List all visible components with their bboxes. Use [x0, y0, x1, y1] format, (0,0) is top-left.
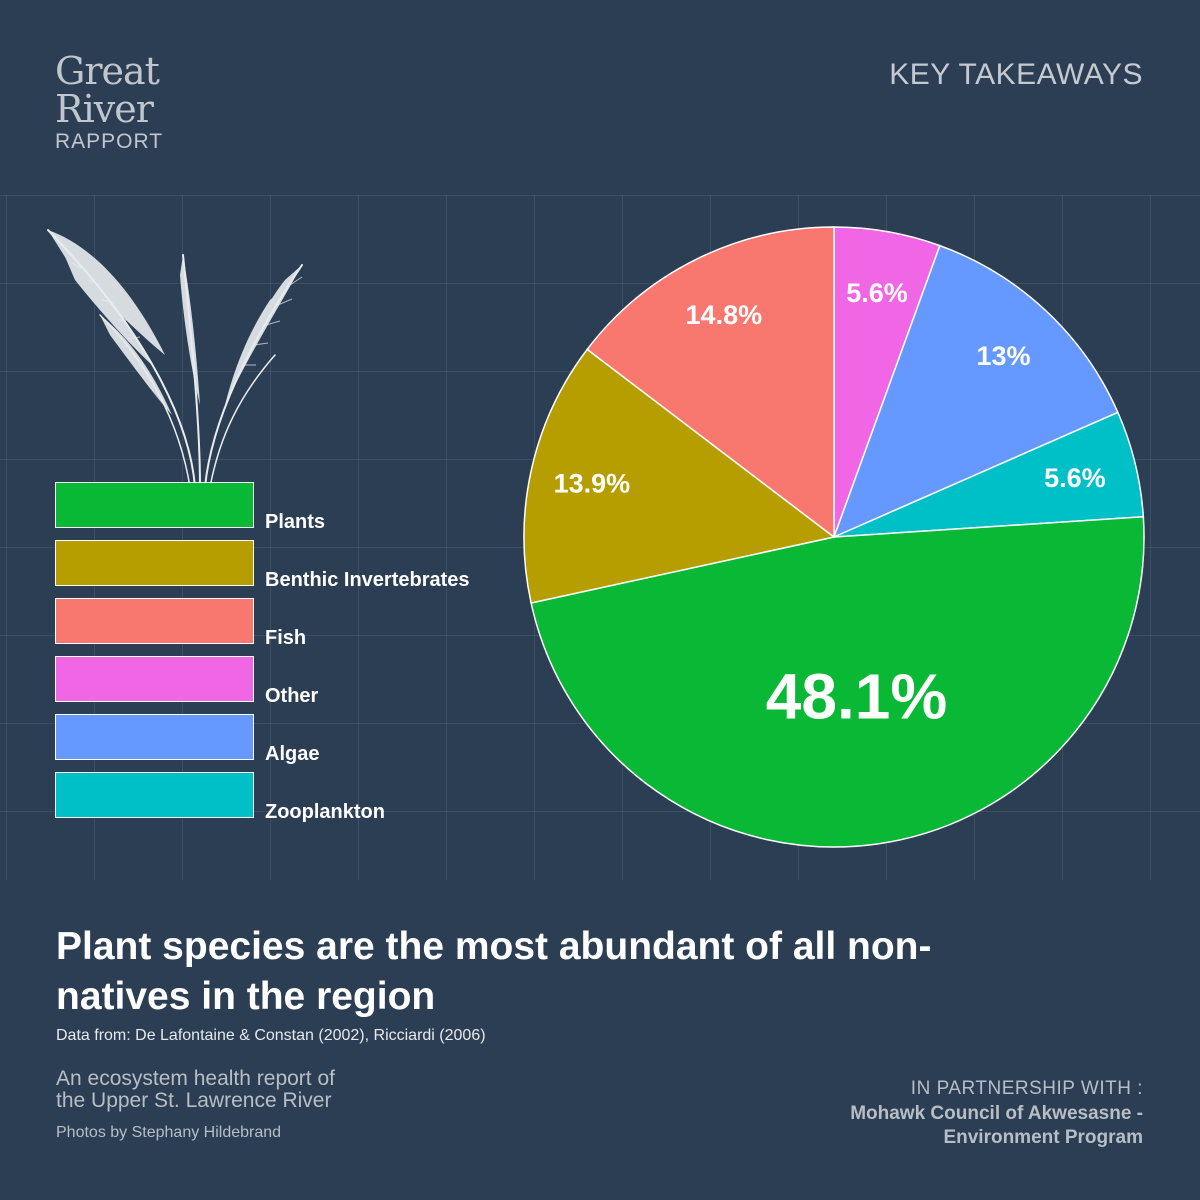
legend-label-zooplankton: Zooplankton — [265, 801, 385, 823]
pie-slice-benthic-invertebrates — [523, 348, 836, 604]
legend-swatch-other — [55, 656, 254, 702]
report-description: An ecosystem health report of the Upper … — [56, 1068, 456, 1112]
partnership-block: IN PARTNERSHIP WITH : Mohawk Council of … — [850, 1078, 1143, 1150]
pie-slice-fish — [586, 226, 835, 539]
data-source: Data from: De Lafontaine & Constan (2002… — [56, 1027, 486, 1044]
brand-logo: Great River RAPPORT — [55, 52, 163, 154]
pie-slice-algae — [832, 244, 1119, 539]
partner-label: IN PARTNERSHIP WITH : — [910, 1078, 1143, 1099]
pie-slice-plants — [530, 515, 1145, 848]
report-line-1: An ecosystem health report of — [56, 1067, 335, 1090]
legend-label-benthic: Benthic Invertebrates — [265, 569, 470, 591]
partner-org-line-1: Mohawk Council of Akwesasne - — [850, 1103, 1143, 1124]
legend-swatch-plants — [55, 482, 254, 528]
legend-swatch-benthic — [55, 540, 254, 586]
partner-org-line-2: Environment Program — [943, 1127, 1143, 1148]
pie-chart: 5.6% 13% 5.6% 48.1% 13.9% 14.8% — [523, 226, 1145, 848]
headline: Plant species are the most abundant of a… — [56, 925, 932, 1018]
key-takeaways-title: KEY TAKEAWAYS — [889, 58, 1143, 91]
report-line-2: the Upper St. Lawrence River — [56, 1089, 332, 1112]
brand-line-1: Great — [55, 49, 160, 93]
photo-credit: Photos by Stephany Hildebrand — [56, 1124, 282, 1141]
brand-line-3: RAPPORT — [55, 130, 164, 153]
legend-label-algae: Algae — [265, 743, 320, 765]
brand-line-2: River — [55, 87, 154, 131]
pie-label-fish: 14.8% — [686, 300, 763, 330]
pie-label-other: 5.6% — [846, 278, 908, 308]
legend-label-fish: Fish — [265, 627, 307, 649]
legend-label-plants: Plants — [265, 511, 326, 533]
pie-label-zooplankton: 5.6% — [1044, 463, 1106, 493]
pie-label-plants: 48.1% — [766, 661, 947, 733]
pie-label-benthic-invertebrates: 13.9% — [554, 468, 631, 498]
legend-swatch-algae — [55, 714, 254, 760]
legend-swatch-fish — [55, 598, 254, 644]
partner-org: Mohawk Council of Akwesasne - Environmen… — [850, 1102, 1143, 1150]
pie-label-algae: 13% — [977, 341, 1031, 371]
reed-grass-icon — [47, 229, 303, 488]
legend-swatch-zooplankton — [55, 772, 254, 818]
legend-label-other: Other — [265, 685, 319, 707]
